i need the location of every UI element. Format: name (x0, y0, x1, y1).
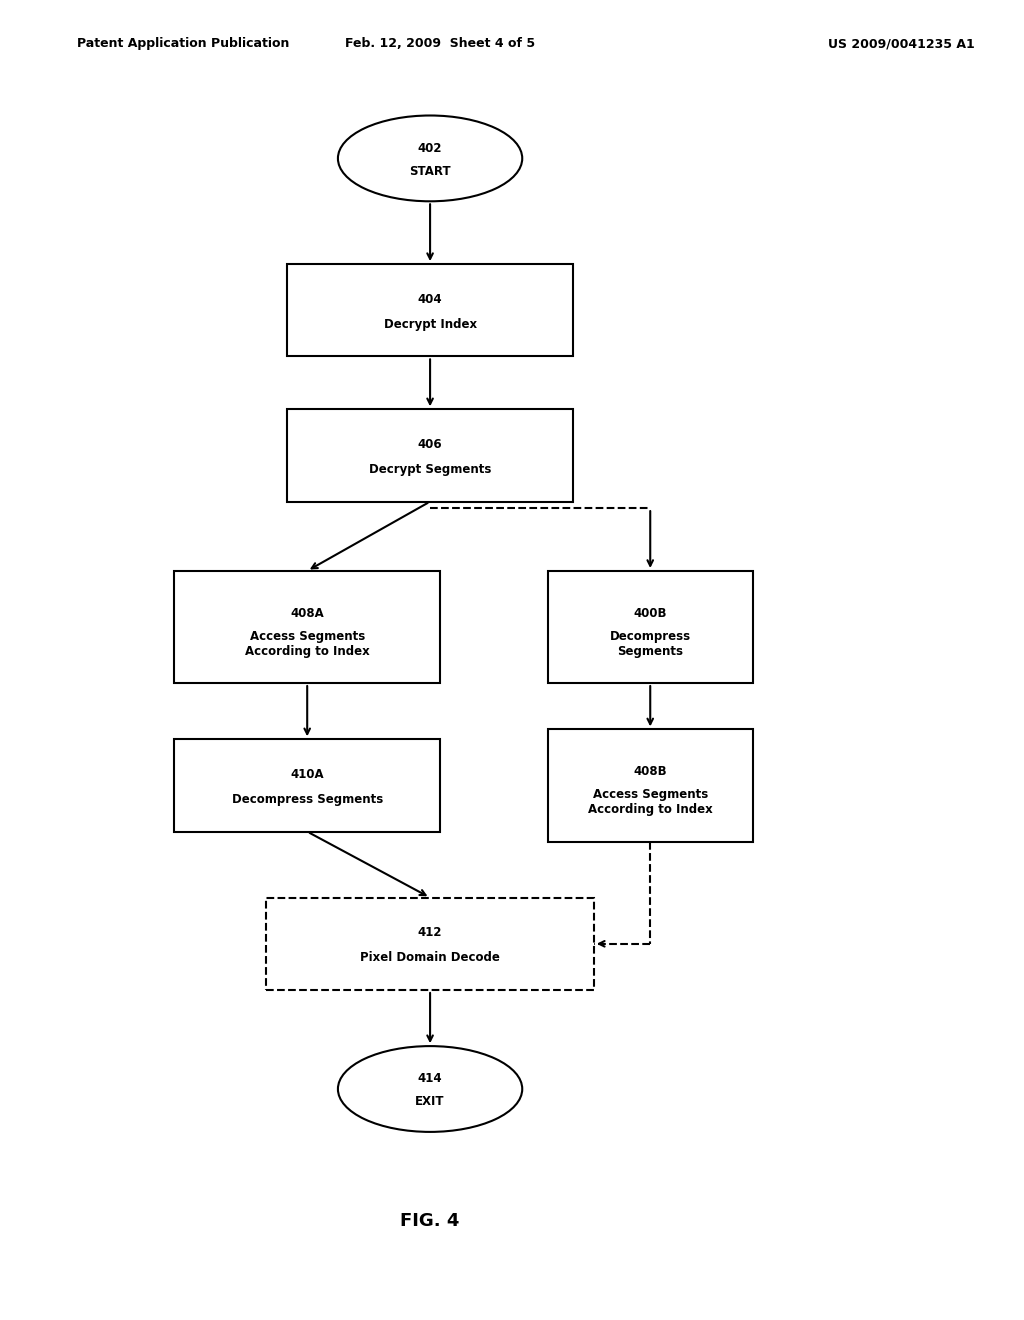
Text: 410A: 410A (291, 768, 324, 781)
FancyBboxPatch shape (287, 264, 573, 356)
Text: US 2009/0041235 A1: US 2009/0041235 A1 (827, 37, 975, 50)
FancyBboxPatch shape (287, 409, 573, 502)
Text: 408B: 408B (634, 766, 667, 779)
FancyBboxPatch shape (174, 739, 440, 832)
Text: START: START (410, 165, 451, 178)
Text: 400B: 400B (634, 607, 667, 620)
Text: Decompress Segments: Decompress Segments (231, 793, 383, 805)
Text: Decompress
Segments: Decompress Segments (609, 630, 691, 657)
Text: Access Segments
According to Index: Access Segments According to Index (588, 788, 713, 816)
Text: 414: 414 (418, 1072, 442, 1085)
Text: Feb. 12, 2009  Sheet 4 of 5: Feb. 12, 2009 Sheet 4 of 5 (345, 37, 536, 50)
Ellipse shape (338, 1045, 522, 1133)
Text: 406: 406 (418, 438, 442, 451)
Ellipse shape (338, 116, 522, 202)
Text: Patent Application Publication: Patent Application Publication (77, 37, 289, 50)
Text: EXIT: EXIT (416, 1096, 444, 1109)
Text: 402: 402 (418, 141, 442, 154)
Text: FIG. 4: FIG. 4 (400, 1212, 460, 1230)
Text: 408A: 408A (291, 607, 324, 620)
FancyBboxPatch shape (548, 570, 753, 682)
Text: Access Segments
According to Index: Access Segments According to Index (245, 630, 370, 657)
Text: Decrypt Index: Decrypt Index (384, 318, 476, 330)
FancyBboxPatch shape (174, 570, 440, 682)
Text: Decrypt Segments: Decrypt Segments (369, 463, 492, 475)
Text: Pixel Domain Decode: Pixel Domain Decode (360, 952, 500, 964)
FancyBboxPatch shape (266, 898, 594, 990)
Text: 404: 404 (418, 293, 442, 306)
Text: 412: 412 (418, 927, 442, 940)
FancyBboxPatch shape (548, 729, 753, 842)
